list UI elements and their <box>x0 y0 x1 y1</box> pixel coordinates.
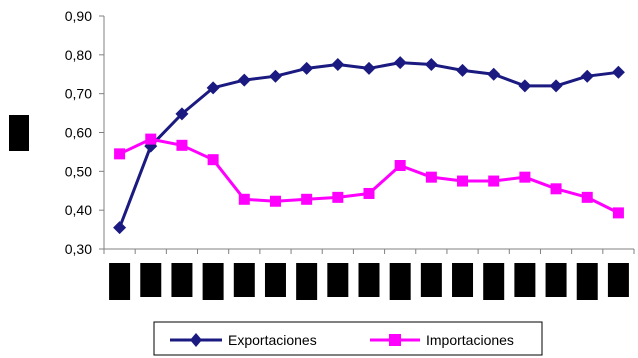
x-tick-label-redacted <box>420 263 442 297</box>
data-point-importaciones <box>581 191 593 203</box>
y-tick-label: 0,70 <box>65 86 92 102</box>
x-tick-label-redacted <box>389 263 411 300</box>
data-point-exportaciones <box>206 81 220 95</box>
data-point-importaciones <box>301 193 313 205</box>
legend-marker-importaciones <box>389 334 401 346</box>
y-tick-label: 0,40 <box>65 202 92 218</box>
data-point-importaciones <box>425 171 437 183</box>
data-point-importaciones <box>176 139 188 151</box>
x-tick-label-redacted <box>483 263 505 300</box>
x-tick-label-redacted <box>202 263 224 300</box>
data-point-importaciones <box>269 195 281 207</box>
series-line-exportaciones <box>118 61 619 229</box>
x-tick-label-redacted <box>514 263 536 297</box>
data-point-exportaciones <box>518 79 532 93</box>
y-ticks: 0,30 0,40 0,50 0,60 0,70 0,80 0,90 <box>65 8 104 257</box>
series-layer <box>113 56 625 235</box>
x-tick-marks <box>103 249 635 254</box>
data-point-importaciones <box>394 160 406 172</box>
legend-item-exportaciones: Exportaciones <box>170 332 317 348</box>
x-axis <box>103 248 635 300</box>
x-tick-label-redacted <box>109 263 131 300</box>
data-point-importaciones <box>550 183 562 195</box>
data-point-importaciones <box>519 171 531 183</box>
data-point-exportaciones <box>549 79 563 93</box>
legend-marker-exportaciones <box>190 333 202 347</box>
data-point-exportaciones <box>300 61 314 75</box>
y-axis-label-redacted <box>9 115 29 151</box>
data-point-exportaciones <box>487 67 501 81</box>
data-point-exportaciones <box>237 73 251 87</box>
legend-label-exportaciones: Exportaciones <box>228 332 317 348</box>
y-tick-label: 0,80 <box>65 47 92 63</box>
y-tick-label: 0,90 <box>65 8 92 24</box>
legend: Exportaciones Importaciones <box>153 321 543 356</box>
data-point-exportaciones <box>331 58 345 72</box>
y-tick-label: 0,50 <box>65 163 92 179</box>
x-tick-label-redacted <box>233 263 255 297</box>
data-point-importaciones <box>488 175 500 187</box>
data-point-importaciones <box>612 207 624 219</box>
data-point-importaciones <box>457 175 469 187</box>
legend-label-importaciones: Importaciones <box>426 332 514 348</box>
data-point-importaciones <box>238 193 250 205</box>
x-tick-label-redacted <box>296 263 318 300</box>
x-tick-labels-redacted <box>109 263 629 300</box>
data-point-importaciones <box>363 187 375 199</box>
data-point-exportaciones <box>268 69 282 83</box>
data-point-exportaciones <box>424 58 438 72</box>
x-tick-label-redacted <box>140 263 162 297</box>
legend-item-importaciones: Importaciones <box>370 332 514 348</box>
x-tick-label-redacted <box>327 263 349 297</box>
y-axis: 0,30 0,40 0,50 0,60 0,70 0,80 0,90 <box>65 8 105 257</box>
x-tick-label-redacted <box>264 263 286 297</box>
y-tick-label: 0,30 <box>65 241 92 257</box>
data-point-exportaciones <box>362 61 376 75</box>
data-point-exportaciones <box>393 56 407 70</box>
data-point-importaciones <box>114 148 126 160</box>
data-point-importaciones <box>332 191 344 203</box>
x-tick-label-redacted <box>171 263 193 297</box>
data-point-exportaciones <box>113 221 127 235</box>
x-tick-label-redacted <box>358 263 380 297</box>
x-tick-label-redacted <box>607 263 629 297</box>
series-line-importaciones <box>118 137 620 215</box>
data-point-exportaciones <box>611 65 625 79</box>
x-tick-label-redacted <box>545 263 567 297</box>
x-tick-label-redacted <box>452 263 474 297</box>
data-point-importaciones <box>207 154 219 166</box>
data-point-exportaciones <box>175 107 189 121</box>
data-point-exportaciones <box>580 69 594 83</box>
y-tick-label: 0,60 <box>65 125 92 141</box>
x-tick-label-redacted <box>576 263 598 300</box>
data-point-importaciones <box>145 133 157 145</box>
data-point-exportaciones <box>456 63 470 77</box>
